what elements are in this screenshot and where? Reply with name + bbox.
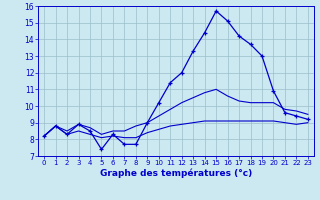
X-axis label: Graphe des températures (°c): Graphe des températures (°c) xyxy=(100,169,252,178)
